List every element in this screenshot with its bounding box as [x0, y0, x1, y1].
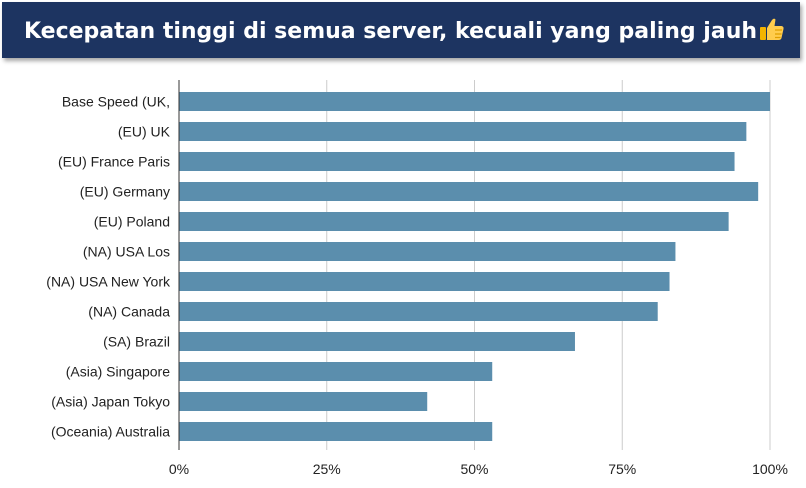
bar-11	[179, 422, 493, 441]
bar-7	[179, 302, 658, 321]
bar-8	[179, 332, 575, 351]
category-label-0: Base Speed (UK,	[62, 94, 170, 110]
x-tick-label-4: 100%	[752, 461, 788, 477]
bar-9	[179, 362, 493, 381]
category-label-11: (Oceania) Australia	[51, 424, 170, 440]
chart-title: Kecepatan tinggi di semua server, kecual…	[24, 17, 785, 44]
category-label-4: (EU) Poland	[94, 214, 170, 230]
bar-4	[179, 212, 729, 231]
thumbs-up-icon	[760, 18, 784, 40]
category-label-7: (NA) Canada	[88, 304, 170, 320]
bar-5	[179, 242, 676, 261]
category-label-10: (Asia) Japan Tokyo	[51, 394, 170, 410]
title-banner: Kecepatan tinggi di semua server, kecual…	[2, 2, 800, 58]
bar-10	[179, 392, 428, 411]
bar-1	[179, 122, 747, 141]
category-label-9: (Asia) Singapore	[66, 364, 170, 380]
bar-0	[179, 92, 770, 111]
x-tick-label-1: 25%	[313, 461, 341, 477]
x-tick-label-3: 75%	[608, 461, 636, 477]
category-label-6: (NA) USA New York	[46, 274, 171, 290]
bar-2	[179, 152, 735, 171]
category-labels: Base Speed (UK, (EU) UK (EU) France Paris (…	[46, 94, 171, 440]
bar-3	[179, 182, 759, 201]
category-label-2: (EU) France Paris	[58, 154, 170, 170]
category-label-1: (EU) UK	[118, 124, 171, 140]
bars	[179, 92, 770, 441]
x-tick-labels: 0% 25% 50% 75% 100%	[169, 461, 788, 477]
x-tick-label-2: 50%	[460, 461, 488, 477]
grid-lines	[326, 80, 771, 450]
x-tick-label-0: 0%	[169, 461, 189, 477]
bar-6	[179, 272, 670, 291]
category-label-3: (EU) Germany	[80, 184, 170, 200]
category-label-8: (SA) Brazil	[103, 334, 170, 350]
category-label-5: (NA) USA Los	[83, 244, 170, 260]
